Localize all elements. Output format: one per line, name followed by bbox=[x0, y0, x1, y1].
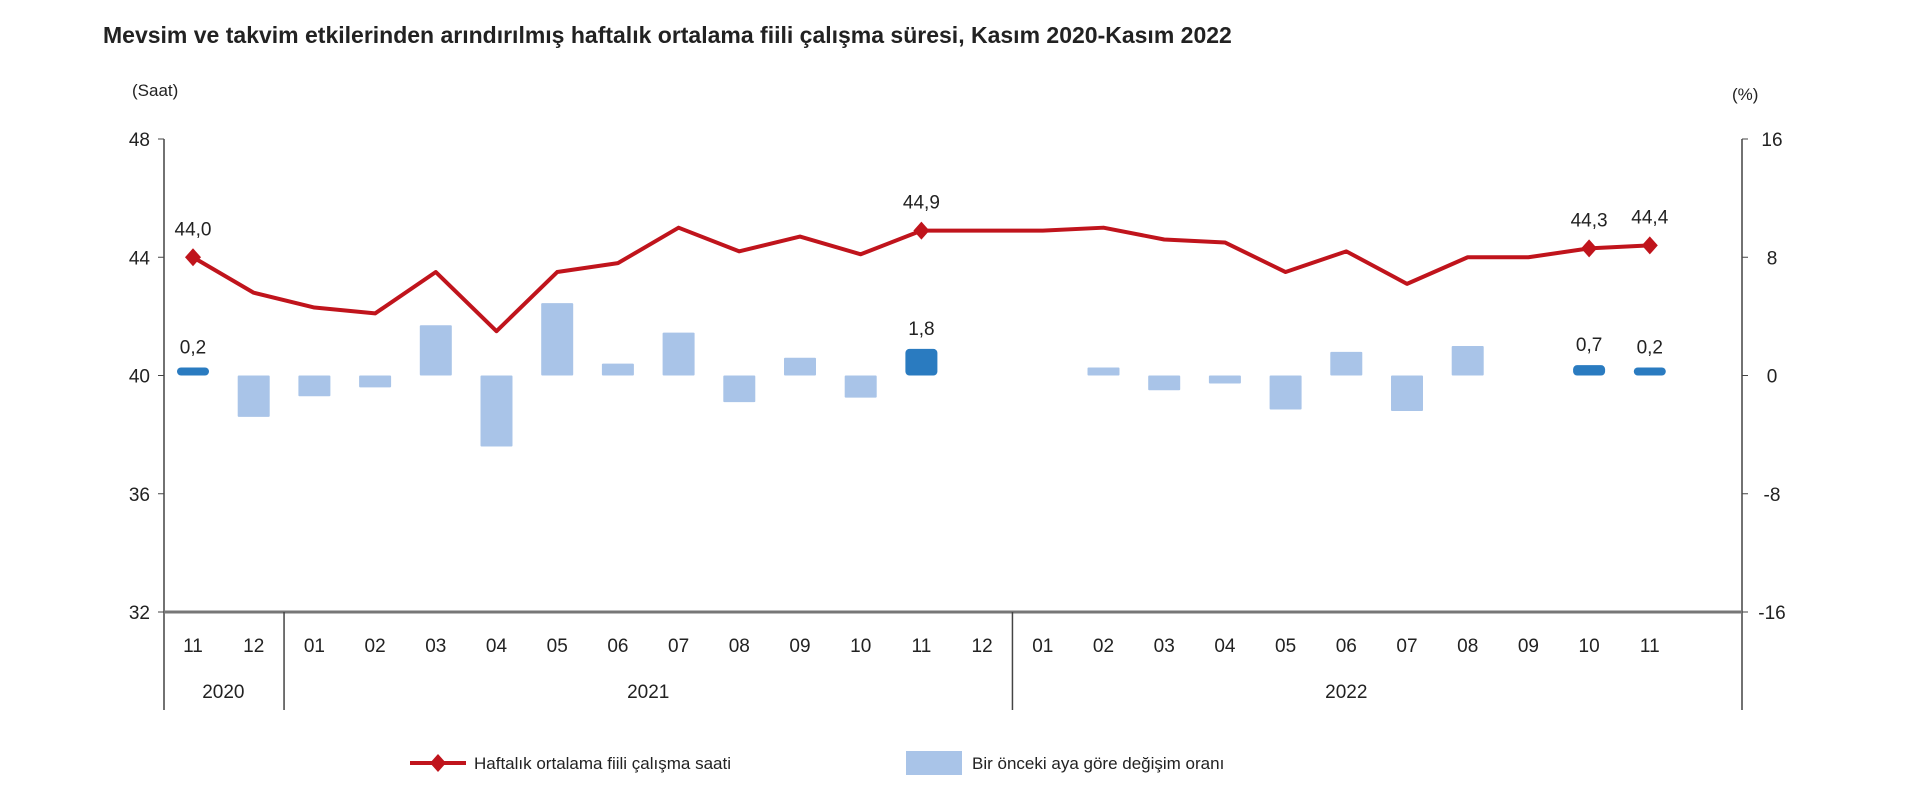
year-label: 2020 bbox=[202, 682, 244, 703]
change-bar bbox=[844, 375, 877, 398]
x-tick-label: 03 bbox=[425, 636, 446, 657]
x-tick-label: 07 bbox=[668, 636, 689, 657]
x-tick-label: 01 bbox=[1032, 636, 1053, 657]
x-tick-label: 11 bbox=[1640, 636, 1660, 657]
change-bar bbox=[723, 375, 756, 403]
year-label: 2021 bbox=[627, 682, 669, 703]
x-tick-label: 12 bbox=[243, 636, 264, 657]
right-tick-label: -8 bbox=[1764, 485, 1781, 506]
left-tick-label: 36 bbox=[129, 485, 150, 506]
legend-bar-label: Bir önceki aya göre değişim oranı bbox=[972, 754, 1224, 773]
change-bar bbox=[1573, 365, 1606, 376]
line-data-label: 44,9 bbox=[903, 193, 940, 214]
change-bar bbox=[237, 375, 270, 417]
change-bar bbox=[1633, 367, 1666, 376]
line-data-label: 44,3 bbox=[1571, 210, 1608, 231]
legend-line-label: Haftalık ortalama fiili çalışma saati bbox=[474, 754, 731, 773]
change-bar bbox=[1148, 375, 1181, 391]
x-tick-label: 03 bbox=[1154, 636, 1175, 657]
line-data-label: 44,4 bbox=[1631, 207, 1668, 228]
change-bar bbox=[177, 367, 209, 376]
right-tick-label: 8 bbox=[1767, 248, 1778, 269]
right-tick-label: -16 bbox=[1758, 603, 1785, 624]
x-tick-label: 04 bbox=[1214, 636, 1236, 657]
right-axis-unit: (%) bbox=[1732, 85, 1758, 104]
change-bar bbox=[1330, 351, 1363, 376]
x-tick-label: 06 bbox=[1336, 636, 1357, 657]
line-marker bbox=[185, 248, 201, 267]
left-tick-label: 48 bbox=[129, 130, 150, 151]
x-tick-label: 12 bbox=[972, 636, 993, 657]
change-bar bbox=[541, 303, 574, 376]
left-axis-unit: (Saat) bbox=[132, 81, 178, 100]
x-tick-label: 04 bbox=[486, 636, 508, 657]
x-tick-label: 06 bbox=[607, 636, 628, 657]
right-tick-label: 16 bbox=[1761, 130, 1782, 151]
line-marker bbox=[1641, 236, 1658, 255]
x-tick-label: 10 bbox=[850, 636, 871, 657]
change-bar bbox=[419, 325, 452, 376]
change-bar bbox=[1451, 345, 1484, 376]
change-bar bbox=[1391, 375, 1423, 411]
legend-diamond-marker bbox=[430, 754, 446, 772]
x-tick-label: 07 bbox=[1396, 636, 1417, 657]
x-tick-label: 11 bbox=[912, 636, 932, 657]
right-tick-label: 0 bbox=[1767, 367, 1778, 388]
x-tick-label: 08 bbox=[729, 636, 750, 657]
line-data-label: 44,0 bbox=[175, 219, 212, 240]
x-tick-label: 11 bbox=[183, 636, 203, 657]
x-tick-label: 02 bbox=[365, 636, 386, 657]
x-tick-label: 05 bbox=[547, 636, 568, 657]
bar-data-label: 0,2 bbox=[180, 338, 206, 359]
change-bar bbox=[601, 363, 634, 376]
change-bar bbox=[359, 375, 392, 388]
bar-data-label: 1,8 bbox=[908, 319, 934, 340]
change-bar bbox=[1208, 375, 1241, 384]
x-tick-label: 10 bbox=[1579, 636, 1600, 657]
year-label: 2022 bbox=[1325, 682, 1367, 703]
x-tick-label: 01 bbox=[304, 636, 325, 657]
bar-data-label: 0,2 bbox=[1637, 338, 1663, 359]
hours-line bbox=[191, 225, 1650, 334]
x-tick-label: 02 bbox=[1093, 636, 1114, 657]
change-bar bbox=[784, 357, 816, 376]
x-tick-label: 05 bbox=[1275, 636, 1296, 657]
change-bar bbox=[1087, 367, 1120, 376]
legend: Haftalık ortalama fiili çalışma saati Bi… bbox=[410, 751, 1224, 775]
left-tick-label: 32 bbox=[129, 603, 150, 624]
change-bar bbox=[480, 375, 513, 447]
change-bar bbox=[298, 375, 331, 397]
x-tick-label: 08 bbox=[1457, 636, 1478, 657]
legend-bar-swatch bbox=[906, 751, 962, 775]
bar-data-label: 0,7 bbox=[1576, 335, 1602, 356]
x-tick-label: 09 bbox=[1518, 636, 1539, 657]
chart-title: Mevsim ve takvim etkilerinden arındırılm… bbox=[103, 22, 1232, 48]
change-bar bbox=[905, 348, 938, 376]
change-bar bbox=[662, 332, 695, 376]
left-tick-label: 44 bbox=[129, 248, 151, 269]
x-tick-label: 09 bbox=[789, 636, 810, 657]
line-marker bbox=[1581, 239, 1598, 258]
line-marker bbox=[913, 221, 930, 240]
change-bar bbox=[1269, 375, 1302, 410]
left-tick-label: 40 bbox=[129, 367, 150, 388]
